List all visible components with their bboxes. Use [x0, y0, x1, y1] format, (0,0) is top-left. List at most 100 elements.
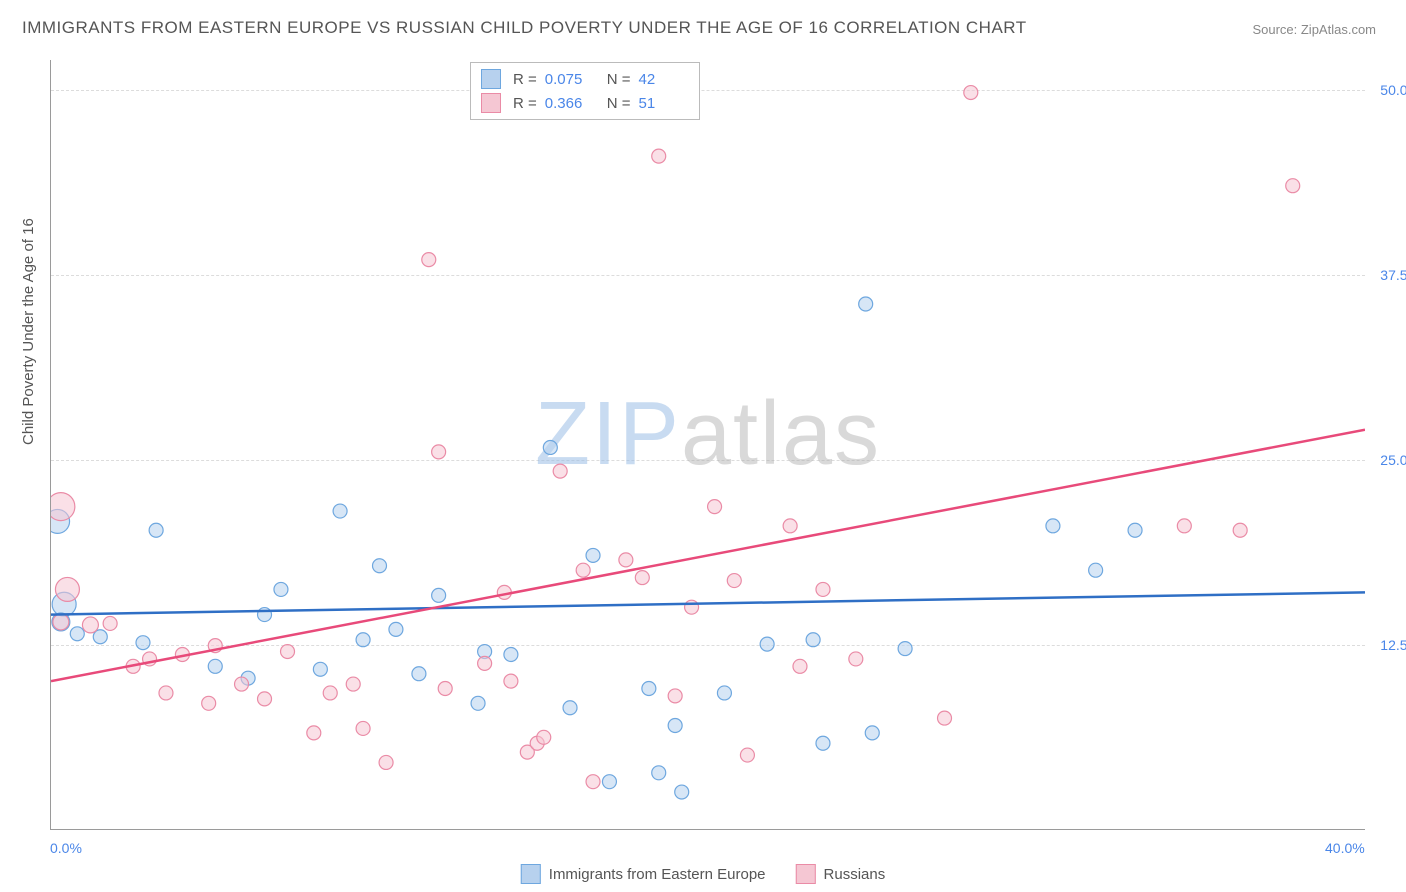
data-point: [760, 637, 774, 651]
data-point: [675, 785, 689, 799]
chart-title: IMMIGRANTS FROM EASTERN EUROPE VS RUSSIA…: [22, 18, 1027, 38]
data-point: [159, 686, 173, 700]
legend-r-value: 0.075: [545, 71, 595, 88]
plot-area: ZIPatlas 12.5%25.0%37.5%50.0%: [50, 60, 1365, 830]
data-point: [685, 600, 699, 614]
data-point: [793, 659, 807, 673]
legend-n-label: N =: [607, 95, 631, 112]
legend-n-value: 51: [639, 95, 689, 112]
data-point: [1177, 519, 1191, 533]
data-point: [740, 748, 754, 762]
data-point: [537, 730, 551, 744]
legend-r-value: 0.366: [545, 95, 595, 112]
data-point: [51, 493, 75, 521]
data-point: [356, 633, 370, 647]
y-axis-title: Child Poverty Under the Age of 16: [20, 218, 37, 445]
data-point: [504, 648, 518, 662]
data-point: [373, 559, 387, 573]
data-point: [816, 582, 830, 596]
correlation-legend: R = 0.075 N = 42 R = 0.366 N = 51: [470, 62, 700, 120]
data-point: [717, 686, 731, 700]
data-point: [235, 677, 249, 691]
data-point: [208, 659, 222, 673]
data-point: [333, 504, 347, 518]
data-point: [576, 563, 590, 577]
data-point: [553, 464, 567, 478]
data-point: [389, 622, 403, 636]
data-point: [563, 701, 577, 715]
data-point: [379, 755, 393, 769]
y-tick-label: 50.0%: [1380, 82, 1406, 98]
data-point: [586, 775, 600, 789]
data-point: [1286, 179, 1300, 193]
data-point: [898, 642, 912, 656]
data-point: [1089, 563, 1103, 577]
data-point: [323, 686, 337, 700]
data-point: [849, 652, 863, 666]
data-point: [53, 614, 69, 630]
data-point: [307, 726, 321, 740]
legend-item: Russians: [796, 864, 886, 884]
legend-n-label: N =: [607, 71, 631, 88]
data-point: [727, 574, 741, 588]
data-point: [103, 616, 117, 630]
trend-line: [51, 592, 1365, 614]
data-point: [708, 500, 722, 514]
data-point: [938, 711, 952, 725]
x-tick-label: 40.0%: [1325, 840, 1365, 856]
legend-row: R = 0.366 N = 51: [481, 91, 689, 115]
data-point: [432, 445, 446, 459]
legend-r-label: R =: [513, 95, 537, 112]
legend-label: Russians: [824, 866, 886, 883]
legend-swatch: [521, 864, 541, 884]
legend-n-value: 42: [639, 71, 689, 88]
data-point: [635, 571, 649, 585]
data-point: [471, 696, 485, 710]
data-point: [668, 689, 682, 703]
legend-swatch: [796, 864, 816, 884]
chart-svg: [51, 60, 1365, 829]
y-tick-label: 37.5%: [1380, 267, 1406, 283]
data-point: [422, 253, 436, 267]
legend-item: Immigrants from Eastern Europe: [521, 864, 766, 884]
legend-label: Immigrants from Eastern Europe: [549, 866, 766, 883]
legend-r-label: R =: [513, 71, 537, 88]
data-point: [602, 775, 616, 789]
data-point: [313, 662, 327, 676]
data-point: [543, 440, 557, 454]
data-point: [438, 682, 452, 696]
data-point: [412, 667, 426, 681]
data-point: [202, 696, 216, 710]
y-tick-label: 25.0%: [1380, 452, 1406, 468]
data-point: [136, 636, 150, 650]
data-point: [668, 718, 682, 732]
data-point: [478, 656, 492, 670]
data-point: [652, 766, 666, 780]
x-tick-label: 0.0%: [50, 840, 82, 856]
data-point: [586, 548, 600, 562]
data-point: [806, 633, 820, 647]
data-point: [258, 692, 272, 706]
data-point: [504, 674, 518, 688]
source-attribution: Source: ZipAtlas.com: [1252, 22, 1376, 37]
data-point: [1046, 519, 1060, 533]
data-point: [281, 645, 295, 659]
data-point: [432, 588, 446, 602]
trend-line: [51, 430, 1365, 681]
legend-row: R = 0.075 N = 42: [481, 67, 689, 91]
data-point: [642, 682, 656, 696]
data-point: [70, 627, 84, 641]
data-point: [55, 577, 79, 601]
data-point: [82, 617, 98, 633]
data-point: [274, 582, 288, 596]
data-point: [1233, 523, 1247, 537]
data-point: [356, 721, 370, 735]
data-point: [865, 726, 879, 740]
y-tick-label: 12.5%: [1380, 637, 1406, 653]
data-point: [346, 677, 360, 691]
data-point: [619, 553, 633, 567]
data-point: [652, 149, 666, 163]
data-point: [816, 736, 830, 750]
series-legend: Immigrants from Eastern Europe Russians: [521, 864, 885, 884]
data-point: [964, 86, 978, 100]
